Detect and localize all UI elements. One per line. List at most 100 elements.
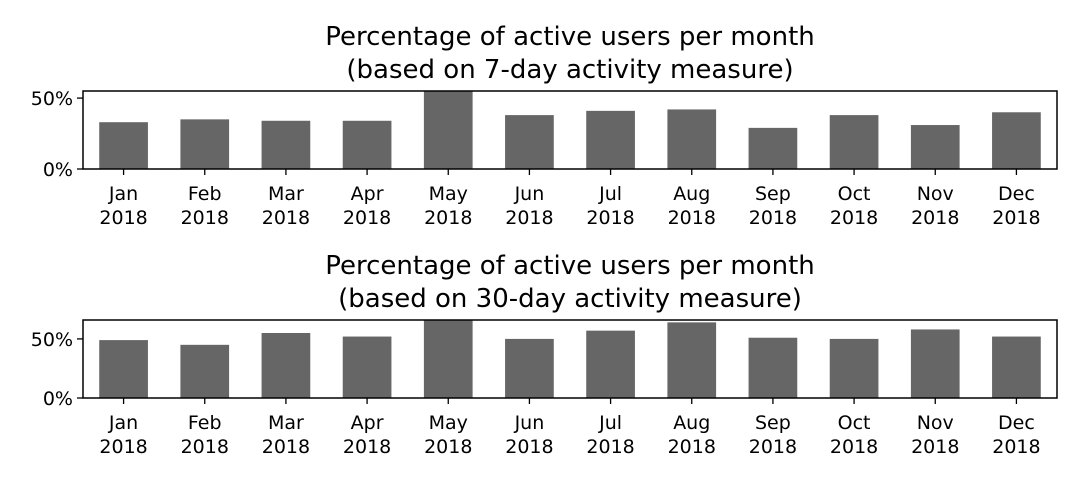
x-tick-label-line: 2018 (262, 207, 310, 229)
x-tick-label-line: 2018 (586, 436, 634, 458)
x-tick-label: Feb 2018 (181, 183, 229, 229)
bar (829, 338, 879, 398)
bar (261, 333, 311, 398)
y-tick-label: 0% (43, 388, 73, 410)
x-tick-label: Mar 2018 (262, 412, 310, 458)
x-tick-label: May 2018 (424, 183, 472, 229)
x-tick-label-line: 2018 (668, 207, 716, 229)
bar (992, 336, 1041, 398)
x-tick-label-line: 2018 (668, 436, 716, 458)
bar (505, 338, 554, 398)
x-tick-label-line: May (429, 412, 468, 434)
x-tick-label-line: Sep (755, 183, 791, 205)
chart-title: Percentage of active users per month (325, 22, 815, 52)
x-tick-label: Sep 2018 (749, 183, 797, 229)
x-tick-label-line: 2018 (830, 436, 878, 458)
x-tick-label-line: Apr (351, 412, 384, 434)
plot-frame (82, 319, 1058, 399)
x-tick-label-line: 2018 (262, 436, 310, 458)
x-tick-label-line: Dec (998, 412, 1035, 434)
x-tick-label-line: Feb (188, 183, 222, 205)
x-tick-label-line: 2018 (99, 207, 147, 229)
chart-title: Percentage of active users per month (325, 251, 815, 281)
x-tick-label-line: Aug (673, 183, 710, 205)
x-tick-label: Aug 2018 (668, 183, 716, 229)
x-tick-label: Feb 2018 (181, 412, 229, 458)
x-tick-label: Aug 2018 (668, 412, 716, 458)
x-tick-label: Dec 2018 (992, 183, 1040, 229)
chart-2: Percentage of active users per month(bas… (31, 251, 1058, 458)
x-tick-label: Nov 2018 (911, 412, 959, 458)
x-tick-label: Jun 2018 (505, 412, 553, 458)
x-tick-label-line: Feb (188, 412, 222, 434)
x-tick-label-line: Nov (917, 412, 954, 434)
x-tick-label-line: 2018 (343, 436, 391, 458)
x-tick-label-line: 2018 (586, 207, 634, 229)
x-tick-label-line: 2018 (830, 207, 878, 229)
x-tick-label-line: 2018 (181, 436, 229, 458)
x-tick-label: Jan 2018 (99, 412, 147, 458)
x-tick-label-line: 2018 (343, 207, 391, 229)
bar (586, 330, 635, 398)
x-tick-label: May 2018 (424, 412, 472, 458)
bar (261, 120, 311, 169)
x-tick-label-line: Oct (838, 183, 871, 205)
bar (423, 320, 473, 398)
x-tick-label-line: Dec (998, 183, 1035, 205)
chart-1: Percentage of active users per month(bas… (31, 22, 1058, 229)
bar (667, 322, 717, 398)
bar (748, 337, 798, 398)
x-tick-label-line: 2018 (505, 436, 553, 458)
bar (910, 329, 960, 398)
x-tick-label-line: 2018 (992, 436, 1040, 458)
x-tick-label-line: Sep (755, 412, 791, 434)
x-tick-label: Dec 2018 (992, 412, 1040, 458)
x-tick-label-line: May (429, 183, 468, 205)
x-tick-label-line: Jun (514, 412, 545, 434)
x-tick-label: Jan 2018 (99, 183, 147, 229)
x-tick-label-line: Oct (838, 412, 871, 434)
bar (99, 122, 148, 169)
x-tick-label-line: Jan (108, 183, 138, 205)
plot-frame (82, 90, 1058, 170)
bar (505, 115, 554, 169)
x-tick-label-line: 2018 (992, 207, 1040, 229)
x-tick-label-line: Jun (514, 183, 545, 205)
x-tick-label-line: 2018 (505, 207, 553, 229)
chart-subtitle: (based on 7-day activity measure) (346, 55, 793, 85)
bar (992, 112, 1041, 169)
bar (342, 336, 392, 398)
x-tick-label: Nov 2018 (911, 183, 959, 229)
bar (342, 120, 392, 169)
x-tick-label: Jul 2018 (586, 183, 634, 229)
chart-subtitle: (based on 30-day activity measure) (338, 284, 802, 314)
bar (423, 91, 473, 169)
bar (748, 127, 798, 169)
x-tick-label-line: Mar (268, 412, 304, 434)
x-tick-label: Jun 2018 (505, 183, 553, 229)
x-tick-label: Jul 2018 (586, 412, 634, 458)
x-tick-label-line: Jul (598, 183, 622, 205)
bar (910, 125, 960, 169)
x-tick-label-line: Mar (268, 183, 304, 205)
bar (586, 110, 635, 169)
x-tick-label-line: Aug (673, 412, 710, 434)
x-tick-label-line: Apr (351, 183, 384, 205)
x-tick-label: Apr 2018 (343, 183, 391, 229)
y-tick-label: 50% (31, 329, 73, 351)
x-tick-label-line: 2018 (749, 436, 797, 458)
x-tick-label-line: 2018 (424, 436, 472, 458)
x-tick-label-line: Jan (108, 412, 138, 434)
x-tick-label-line: 2018 (181, 207, 229, 229)
bar (99, 340, 148, 398)
x-tick-label: Oct 2018 (830, 183, 878, 229)
x-tick-label: Oct 2018 (830, 412, 878, 458)
x-tick-label-line: 2018 (911, 436, 959, 458)
bar (180, 344, 230, 398)
x-tick-label-line: 2018 (99, 436, 147, 458)
bar (829, 115, 879, 169)
x-tick-label: Mar 2018 (262, 183, 310, 229)
x-tick-label: Apr 2018 (343, 412, 391, 458)
